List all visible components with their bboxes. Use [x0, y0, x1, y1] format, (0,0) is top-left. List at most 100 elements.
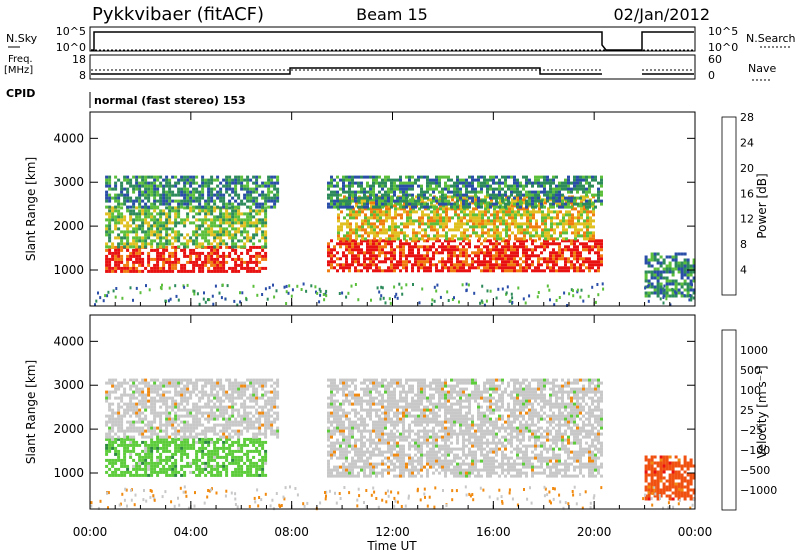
power-cell: [231, 248, 235, 252]
power-cell: [213, 206, 217, 210]
velocity-cell: [165, 458, 169, 462]
power-cell: [659, 273, 663, 277]
power-cell: [165, 190, 169, 194]
power-cell: [540, 190, 543, 194]
velocity-cell: [186, 461, 190, 465]
velocity-cell: [198, 432, 202, 436]
power-cell: [508, 207, 511, 211]
power-cell: [162, 224, 166, 228]
velocity-cell: [162, 470, 166, 474]
power-cell: [564, 266, 567, 270]
power-cell: [692, 288, 696, 292]
power-cell: [451, 198, 454, 202]
power-cell: [381, 239, 384, 243]
power-cell: [390, 266, 393, 270]
power-cell: [668, 255, 672, 259]
power-cell: [552, 251, 555, 255]
power-cell: [588, 266, 591, 270]
power-cell: [541, 216, 544, 220]
power-cell: [665, 282, 669, 286]
power-cell: [426, 181, 429, 185]
power-cell: [355, 222, 358, 226]
power-cell: [456, 202, 459, 206]
power-cell: [465, 260, 468, 264]
power-cell: [520, 231, 523, 235]
velocity-cell: [171, 399, 175, 403]
power-cell: [408, 260, 411, 264]
power-cell: [522, 239, 525, 243]
velocity-cell: [126, 393, 130, 397]
power-cell: [183, 193, 187, 197]
power-cell: [394, 201, 397, 205]
power-cell: [261, 181, 265, 185]
power-cell: [535, 219, 538, 223]
power-cell: [585, 193, 588, 197]
power-cell: [529, 210, 532, 214]
power-cell: [390, 257, 393, 261]
power-cell: [423, 257, 426, 261]
power-cell: [435, 184, 438, 188]
power-cell: [561, 257, 564, 261]
power-cell: [126, 196, 130, 200]
velocity-cell: [144, 414, 148, 418]
power-cell: [201, 245, 205, 249]
velocity-cell: [159, 420, 163, 424]
power-cell: [252, 187, 256, 191]
power-cell: [510, 245, 513, 249]
power-cell: [162, 260, 166, 264]
power-cell: [543, 190, 546, 194]
power-cell: [471, 196, 474, 200]
velocity-cell: [183, 408, 187, 412]
power-cell: [555, 175, 558, 179]
power-cell: [189, 269, 193, 273]
power-cell: [342, 205, 345, 209]
power-cell: [429, 257, 432, 261]
power-cell: [414, 245, 417, 249]
power-cell: [385, 231, 388, 235]
power-cell: [523, 213, 526, 217]
velocity-cell: [168, 455, 172, 459]
power-cell: [177, 202, 181, 206]
power-cell: [540, 184, 543, 188]
velocity-cell: [120, 420, 124, 424]
power-cell: [492, 248, 495, 252]
power-cell: [258, 245, 262, 249]
velocity-cell: [153, 387, 157, 391]
power-cell: [532, 213, 535, 217]
power-cell: [342, 181, 345, 185]
power-cell: [108, 178, 112, 182]
power-cell: [108, 175, 112, 179]
power-cell: [579, 175, 582, 179]
power-cell: [480, 269, 483, 273]
velocity-cell: [180, 429, 184, 433]
power-cell: [450, 266, 453, 270]
radar-title: Pykkvibaer (fitACF): [92, 4, 264, 25]
power-cell: [369, 239, 372, 243]
velocity-cell: [180, 399, 184, 403]
power-cell: [471, 190, 474, 194]
velocity-cell: [243, 437, 247, 441]
power-cell: [156, 187, 160, 191]
power-cell: [189, 260, 193, 264]
power-cell: [255, 260, 259, 264]
power-cell: [360, 196, 363, 200]
velocity-cell: [195, 461, 199, 465]
power-cell: [442, 234, 445, 238]
power-cell: [348, 187, 351, 191]
power-cell: [498, 181, 501, 185]
power-cell: [481, 210, 484, 214]
power-cell: [532, 225, 535, 229]
power-cell: [369, 257, 372, 261]
power-cell: [141, 242, 145, 246]
power-cell: [462, 269, 465, 273]
velocity-cell: [174, 443, 178, 447]
power-cell: [683, 267, 687, 271]
power-cell: [117, 202, 121, 206]
power-cell: [387, 175, 390, 179]
power-cell: [483, 260, 486, 264]
power-cell: [543, 205, 546, 209]
power-cell: [114, 175, 118, 179]
power-scatter: [325, 289, 328, 293]
power-cell: [201, 236, 205, 240]
velocity-cell: [249, 470, 253, 474]
